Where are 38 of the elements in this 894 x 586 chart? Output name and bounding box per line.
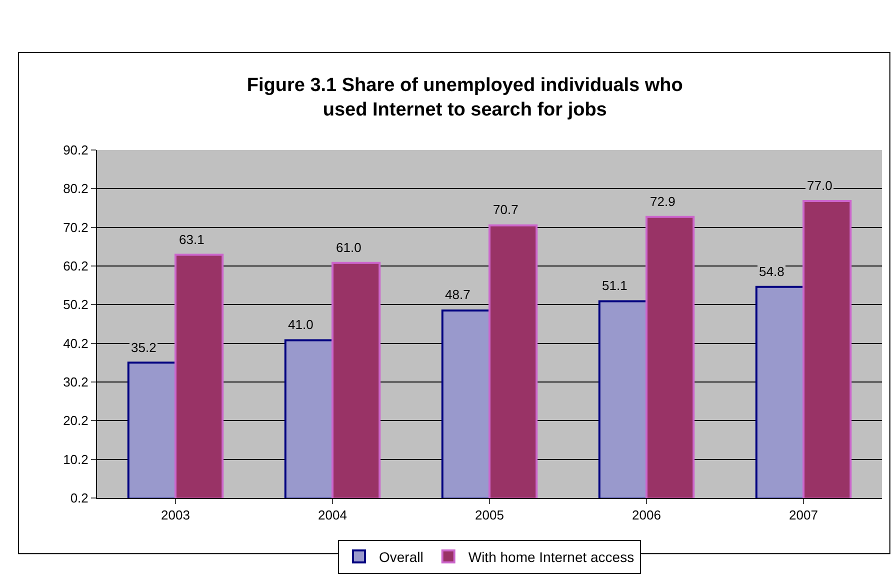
bar (284, 339, 334, 498)
data-label: 72.9 (650, 194, 676, 209)
legend-label: With home Internet access (468, 548, 634, 565)
bar (441, 309, 490, 498)
data-label: 70.7 (493, 202, 518, 217)
y-tick-label: 90.2 (63, 142, 88, 158)
y-tick-label: 30.2 (63, 374, 88, 390)
bar (802, 200, 852, 498)
data-label: 35.2 (131, 340, 156, 355)
chart-title: Figure 3.1 Share of unemployed individuals who used Internet to search for jobs (246, 75, 683, 121)
y-tick-label: 80.2 (63, 181, 88, 196)
bar (598, 300, 648, 498)
x-tick-label: 2003 (161, 508, 190, 523)
x-tick-label: 2005 (475, 508, 504, 523)
y-tick-label: 10.2 (63, 452, 88, 467)
y-tick-label: 70.2 (63, 220, 88, 235)
x-tick-label: 2006 (632, 508, 661, 523)
data-label: 51.1 (602, 278, 628, 293)
bar (127, 362, 176, 498)
legend-label: Overall (379, 548, 424, 565)
data-label: 48.7 (445, 287, 470, 302)
data-label: 54.8 (759, 264, 784, 279)
y-tick-label: 50.2 (63, 297, 88, 312)
y-tick-label: 0.2 (70, 490, 88, 506)
bar (755, 286, 804, 498)
data-label: 41.0 (288, 317, 314, 332)
data-label: 61.0 (336, 240, 362, 255)
bar (488, 224, 538, 498)
bar (646, 216, 695, 498)
x-tick-label: 2007 (789, 508, 818, 523)
data-label: 63.1 (179, 232, 204, 247)
x-tick-label: 2004 (318, 508, 347, 523)
y-tick-label: 20.2 (63, 413, 88, 428)
y-tick-label: 40.2 (63, 336, 88, 351)
data-label: 77.0 (807, 178, 832, 193)
bar (332, 262, 381, 498)
bar (174, 254, 224, 498)
y-tick-label: 60.2 (63, 258, 88, 274)
